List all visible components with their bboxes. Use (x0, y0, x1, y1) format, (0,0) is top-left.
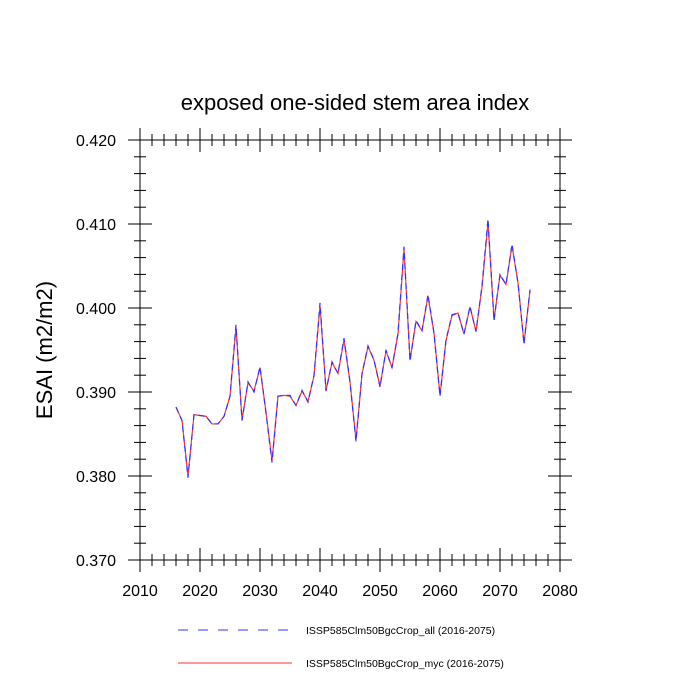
legend-label-2: ISSP585Clm50BgcCrop_myc (2016-2075) (306, 658, 504, 670)
legend-label-1: ISSP585Clm50BgcCrop_all (2016-2075) (306, 625, 495, 637)
y-tick-label: 0.370 (76, 553, 116, 570)
legend: ISSP585Clm50BgcCrop_all (2016-2075) ISSP5… (178, 625, 504, 670)
y-tick-label: 0.390 (76, 385, 116, 402)
y-tick-label: 0.380 (76, 469, 116, 486)
plot-frame (139, 139, 561, 561)
x-tick-label: 2040 (302, 583, 338, 600)
y-tick-label: 0.420 (76, 133, 116, 150)
y-tick-label: 0.410 (76, 217, 116, 234)
series-line-2 (175, 222, 531, 477)
plot-axes: 2010 2020 2030 2040 2050 2060 2070 2080 0.370 0.3… (76, 128, 578, 600)
x-tick-label: 2020 (182, 583, 218, 600)
y-axis-label: ESAI (m2/m2) (32, 281, 57, 419)
y-tick-label: 0.400 (76, 301, 116, 318)
series-line-1 (175, 218, 531, 478)
x-tick-label: 2060 (422, 583, 458, 600)
x-tick-label: 2010 (122, 583, 158, 600)
x-tick-label: 2080 (542, 583, 578, 600)
x-tick-label: 2030 (242, 583, 278, 600)
x-tick-label: 2070 (482, 583, 518, 600)
x-tick-label: 2050 (362, 583, 398, 600)
plot-lines (175, 218, 531, 478)
chart-title: exposed one-sided stem area index (181, 90, 530, 115)
